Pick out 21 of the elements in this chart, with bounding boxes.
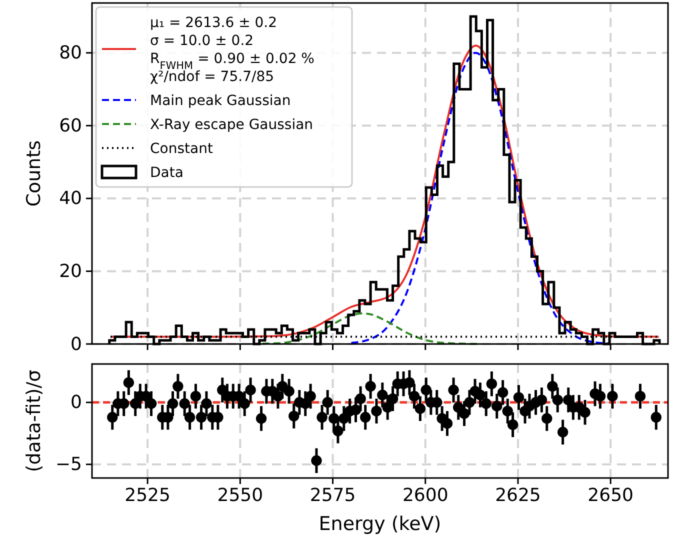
x-axis-title: Energy (keV) — [318, 513, 442, 535]
x-tick-label: 2600 — [402, 484, 448, 506]
y-tick-label: 40 — [59, 188, 82, 210]
y-tick-label: 0 — [70, 334, 82, 355]
y-tick-label: −5 — [55, 454, 82, 476]
x-tick-label: 2575 — [310, 484, 356, 506]
x-tick-label: 2625 — [495, 484, 541, 506]
x-tick-label: 2650 — [588, 484, 634, 506]
legend-label: X-Ray escape Gaussian — [150, 116, 314, 133]
x-tick-label: 2525 — [124, 484, 170, 506]
legend-label: Constant — [150, 140, 214, 157]
x-tick-label: 2550 — [217, 484, 264, 506]
legend-label: Data — [150, 164, 184, 181]
y-tick-label: 0 — [70, 392, 82, 414]
y-axis-title: Counts — [23, 140, 45, 207]
y-tick-label: 80 — [59, 42, 82, 64]
y-axis-title: (data-fit)/σ — [23, 370, 45, 472]
y-tick-label: 60 — [59, 115, 82, 136]
legend-label: Main peak Gaussian — [150, 92, 291, 109]
y-tick-label: 20 — [59, 260, 82, 282]
legend-label: μ₁ = 2613.6 ± 0.2 σ = 10.0 ± 0.2 R$_{FWHM}$ = 0.90 ± 0.02 % χ²/ndof = 75.7/85 — [150, 14, 314, 85]
